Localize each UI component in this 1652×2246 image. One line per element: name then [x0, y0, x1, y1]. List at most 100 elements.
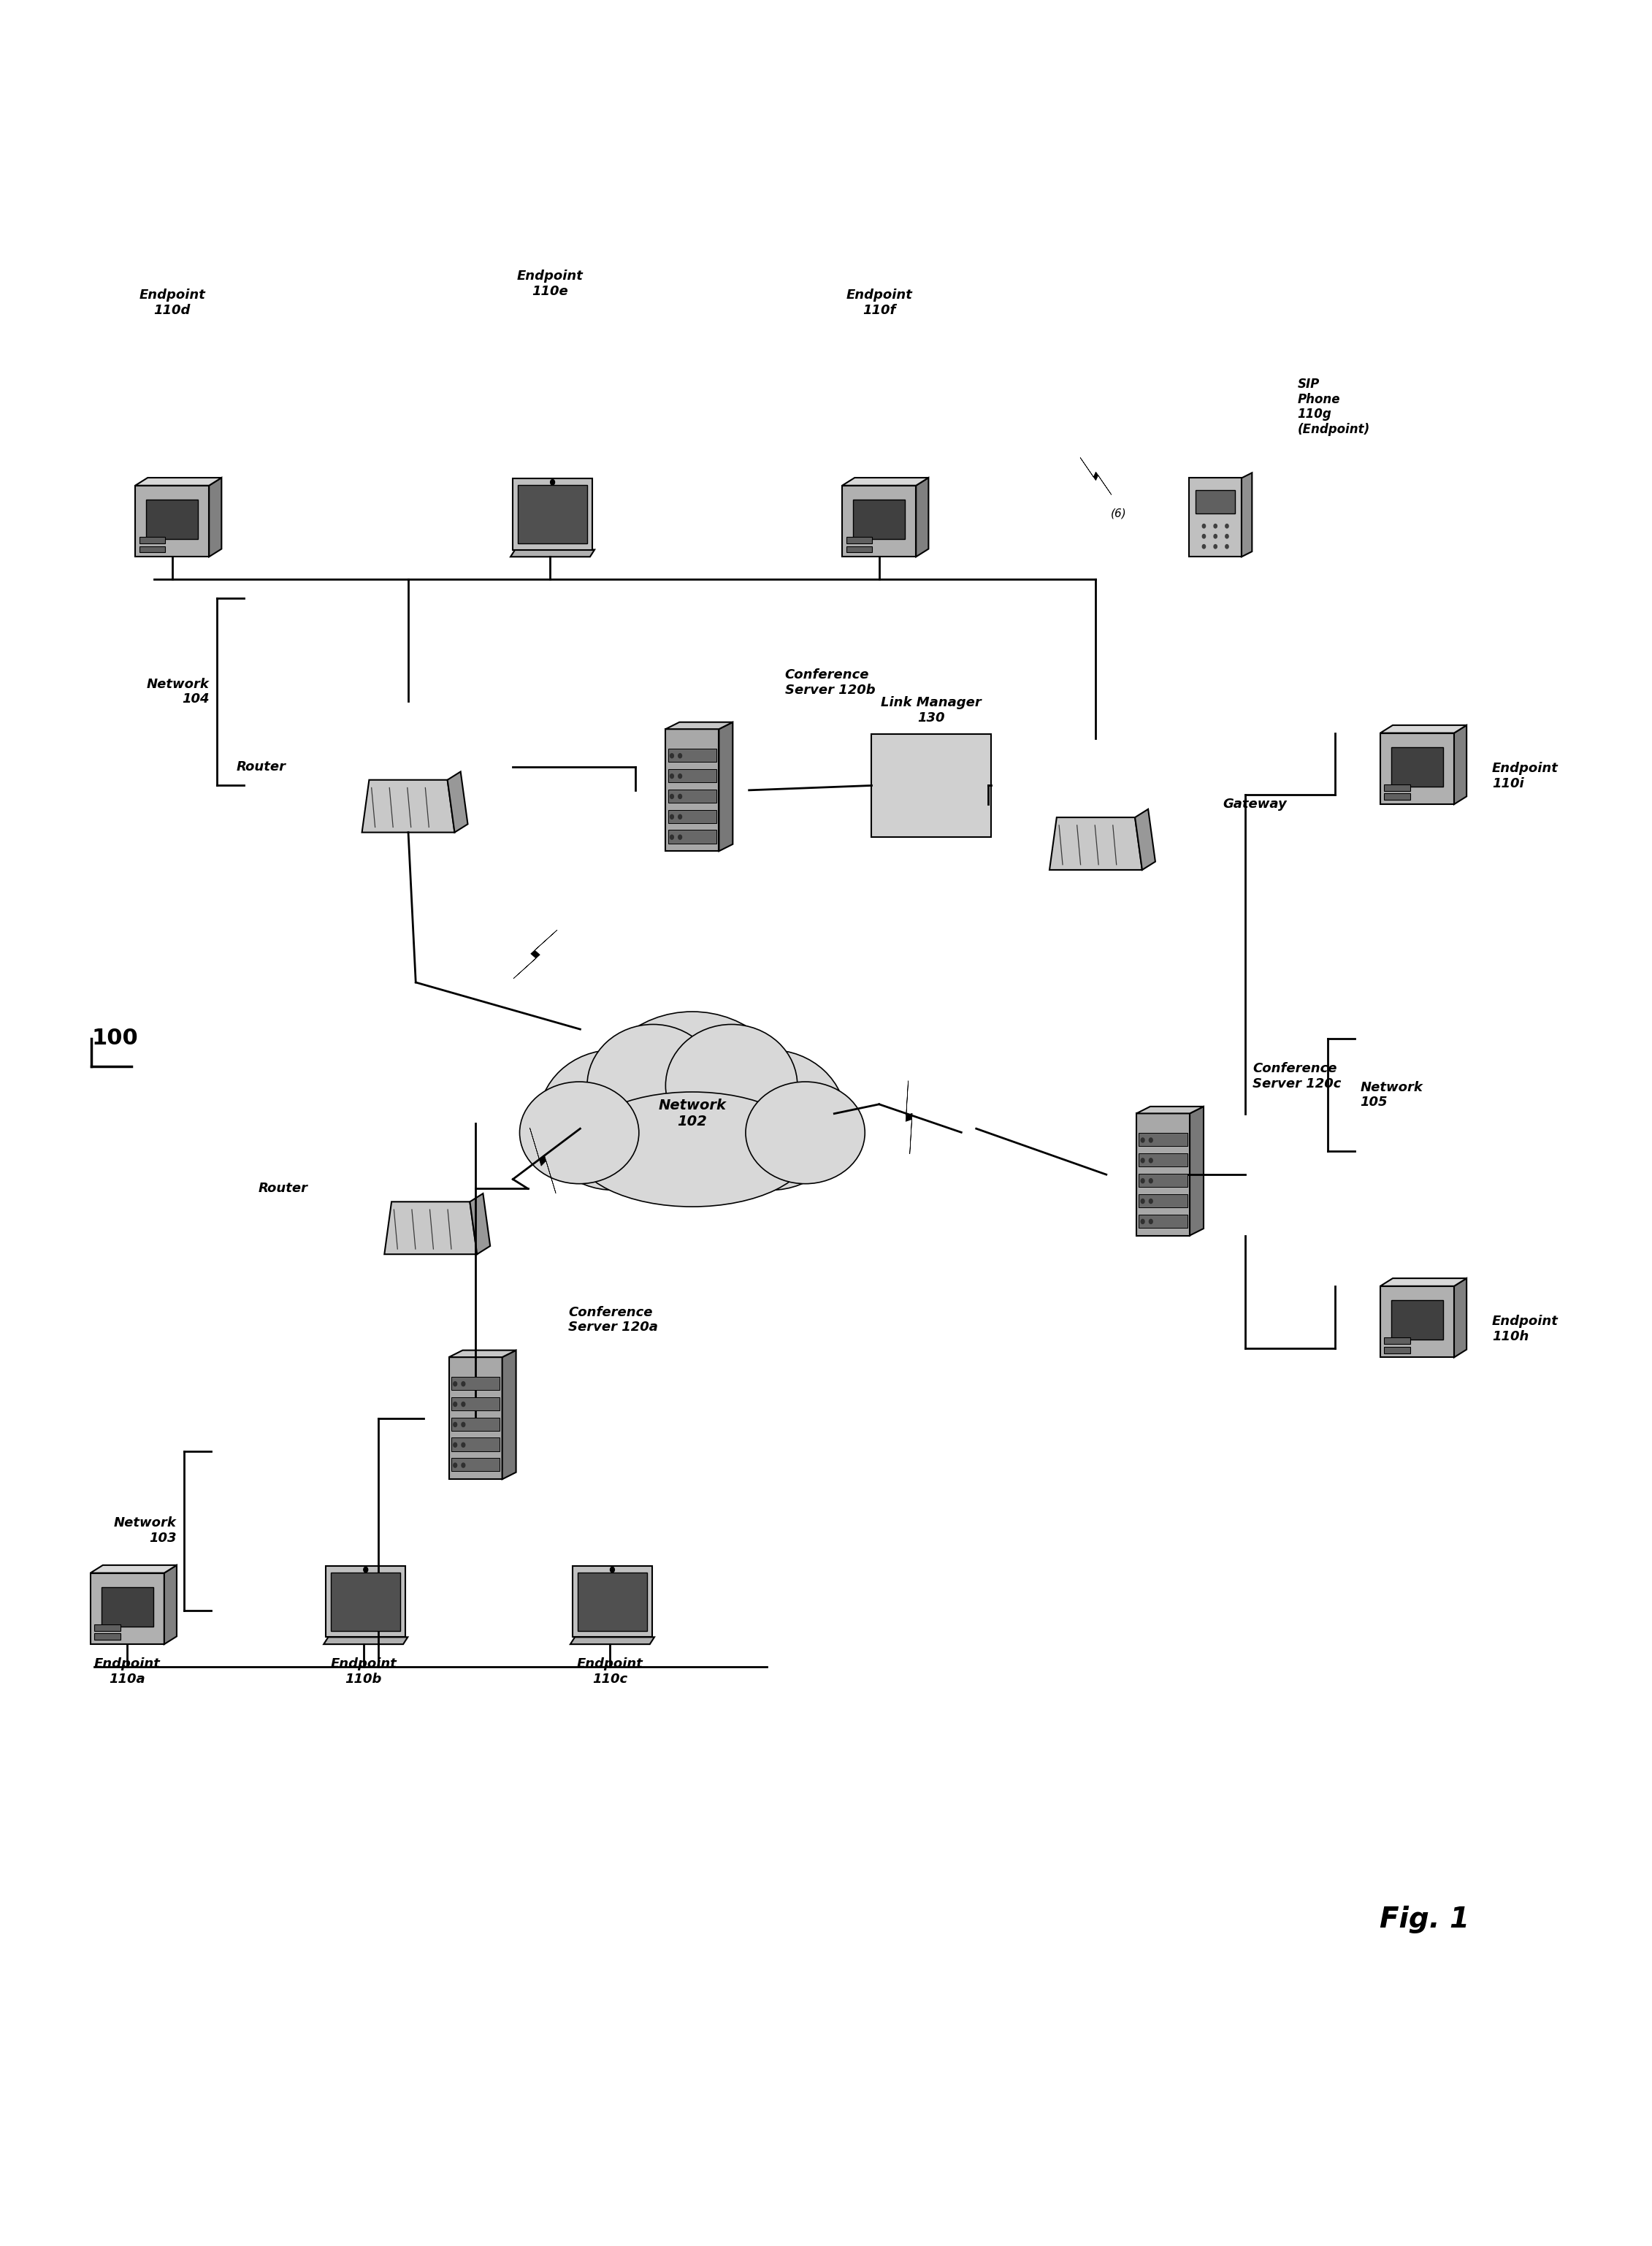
Circle shape	[1203, 523, 1206, 528]
Circle shape	[461, 1422, 466, 1426]
Circle shape	[453, 1381, 458, 1386]
Text: Conference
Server 120a: Conference Server 120a	[568, 1305, 657, 1334]
Polygon shape	[448, 773, 468, 833]
Text: Endpoint
110h: Endpoint 110h	[1492, 1316, 1558, 1343]
Circle shape	[1203, 535, 1206, 539]
Ellipse shape	[586, 1024, 719, 1148]
Bar	[449, 1357, 502, 1480]
Polygon shape	[210, 478, 221, 557]
Text: Conference
Server 120b: Conference Server 120b	[785, 669, 876, 696]
Bar	[1384, 784, 1411, 791]
Polygon shape	[502, 1350, 515, 1480]
Polygon shape	[385, 1202, 477, 1253]
Circle shape	[453, 1462, 458, 1467]
Text: Router: Router	[258, 1181, 309, 1195]
Circle shape	[363, 1568, 368, 1572]
Polygon shape	[325, 1565, 405, 1637]
Text: Network
102: Network 102	[657, 1098, 727, 1127]
Polygon shape	[573, 1565, 653, 1637]
Ellipse shape	[575, 1092, 809, 1206]
Circle shape	[1226, 535, 1229, 539]
Circle shape	[453, 1402, 458, 1406]
Circle shape	[1214, 523, 1218, 528]
Bar	[94, 1624, 121, 1631]
Circle shape	[679, 755, 682, 757]
Bar	[667, 788, 717, 802]
Bar	[667, 748, 717, 761]
Circle shape	[461, 1462, 466, 1467]
Circle shape	[671, 795, 674, 800]
Bar	[94, 1633, 121, 1640]
Polygon shape	[510, 550, 595, 557]
Polygon shape	[362, 779, 454, 833]
Circle shape	[1142, 1179, 1145, 1184]
Bar	[1138, 1215, 1188, 1229]
Text: (6): (6)	[1110, 508, 1127, 519]
Polygon shape	[666, 723, 733, 730]
Circle shape	[1142, 1220, 1145, 1224]
Text: Network
103: Network 103	[114, 1516, 177, 1545]
Polygon shape	[1049, 818, 1142, 869]
Ellipse shape	[695, 1049, 846, 1190]
Bar	[846, 537, 872, 544]
Bar	[1138, 1132, 1188, 1145]
Circle shape	[1226, 544, 1229, 548]
Bar	[1384, 793, 1411, 800]
Polygon shape	[135, 485, 210, 557]
Bar	[1189, 478, 1242, 557]
Bar	[330, 1572, 400, 1631]
Bar	[139, 546, 165, 553]
Text: Endpoint
110e: Endpoint 110e	[517, 270, 583, 299]
Bar	[1138, 1195, 1188, 1208]
Text: Network
104: Network 104	[147, 678, 210, 705]
Text: Endpoint
110a: Endpoint 110a	[94, 1658, 160, 1687]
Ellipse shape	[539, 1049, 689, 1190]
Bar	[667, 768, 717, 782]
Polygon shape	[915, 478, 928, 557]
Bar	[451, 1437, 499, 1451]
Polygon shape	[91, 1572, 164, 1644]
Circle shape	[461, 1381, 466, 1386]
Text: Endpoint
110c: Endpoint 110c	[577, 1658, 643, 1687]
Bar	[1384, 1348, 1411, 1352]
Circle shape	[1150, 1159, 1153, 1163]
Bar	[1137, 1114, 1189, 1235]
Text: Endpoint
110d: Endpoint 110d	[139, 287, 205, 317]
Polygon shape	[449, 1350, 515, 1357]
Polygon shape	[469, 1193, 491, 1253]
Text: Conference
Server 120c: Conference Server 120c	[1252, 1062, 1341, 1089]
Polygon shape	[843, 478, 928, 485]
Circle shape	[1142, 1199, 1145, 1204]
Bar	[1196, 490, 1236, 514]
Bar	[846, 546, 872, 553]
Bar	[517, 485, 586, 544]
Text: Endpoint
110i: Endpoint 110i	[1492, 761, 1558, 791]
Text: Network
105: Network 105	[1360, 1080, 1422, 1110]
Circle shape	[679, 775, 682, 779]
Polygon shape	[1381, 732, 1454, 804]
Polygon shape	[1135, 809, 1155, 869]
Circle shape	[1214, 544, 1218, 548]
Circle shape	[610, 1568, 615, 1572]
Polygon shape	[1189, 1107, 1204, 1235]
Text: SIP
Phone
110g
(Endpoint): SIP Phone 110g (Endpoint)	[1297, 377, 1370, 436]
Polygon shape	[843, 485, 915, 557]
Text: Endpoint
110b: Endpoint 110b	[330, 1658, 396, 1687]
Polygon shape	[324, 1637, 408, 1644]
Polygon shape	[1381, 725, 1467, 732]
Polygon shape	[512, 478, 593, 550]
Bar	[451, 1458, 499, 1471]
Text: Router: Router	[236, 759, 286, 773]
Ellipse shape	[520, 1083, 639, 1184]
Polygon shape	[1080, 458, 1112, 494]
Polygon shape	[1137, 1107, 1204, 1114]
Circle shape	[1226, 523, 1229, 528]
Circle shape	[1142, 1159, 1145, 1163]
Polygon shape	[164, 1565, 177, 1644]
Bar	[451, 1397, 499, 1410]
Bar	[1138, 1154, 1188, 1166]
Text: 100: 100	[91, 1029, 139, 1049]
Text: Fig. 1: Fig. 1	[1379, 1907, 1470, 1934]
Circle shape	[679, 815, 682, 820]
Circle shape	[550, 481, 555, 485]
